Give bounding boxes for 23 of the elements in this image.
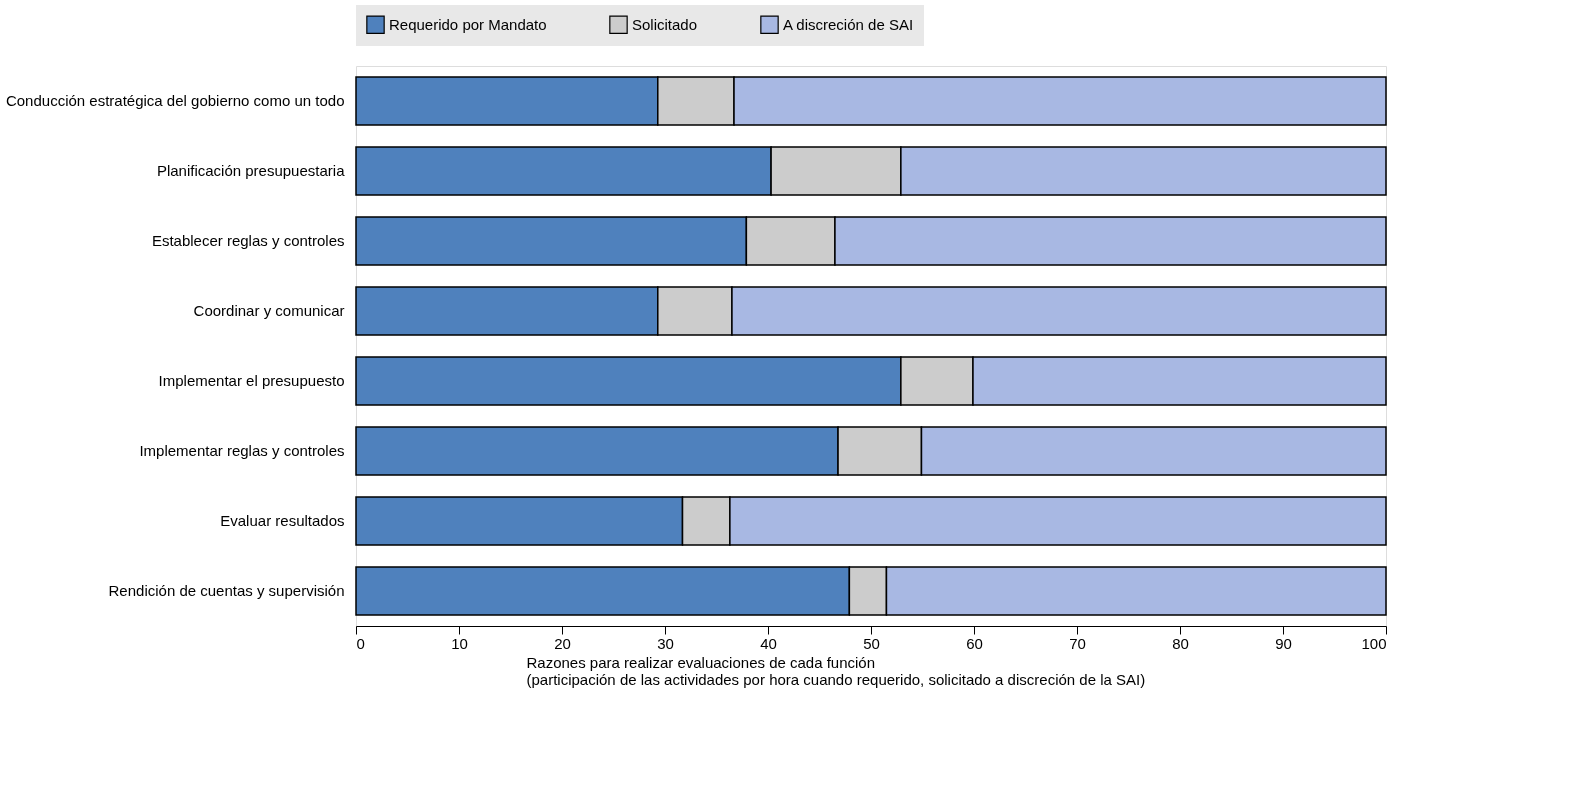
y-tick-label: Implementar el presupuesto [158,372,345,389]
y-tick-label: Planificación presupuestaria [156,162,346,179]
x-tick-label: 0 [356,634,365,652]
x-tick-label: 50 [863,634,880,652]
x-tick-label: 10 [451,634,468,652]
y-tick-label: Coordinar y comunicar [193,302,345,319]
y-tick-label: Evaluar resultados [220,512,345,529]
x-tick-label: 20 [554,634,571,652]
legend-label: Solicitado [632,15,698,33]
x-axis-title: Razones para realizar evaluaciones de cada función (participación de las actividades por hora cuando requerido, solicitado a discreción de la SAI) [526,653,1146,688]
x-tick-label: 70 [1069,634,1086,652]
y-tick-label: Establecer reglas y controles [151,232,345,249]
y-tick-label: Conducción estratégica del gobierno como un todo [5,92,345,109]
y-tick-label: Rendición de cuentas y supervisión [108,582,345,599]
x-tick-label: 80 [1172,634,1189,652]
legend-label: A discreción de SAI [783,15,914,33]
x-tick-label: 60 [966,634,983,652]
y-tick-label: Implementar reglas y controles [139,442,345,459]
x-tick-label: 100 [1361,634,1387,652]
x-tick-label: 90 [1275,634,1292,652]
x-tick-label: 30 [657,634,674,652]
legend-label: Requerido por Mandato [389,15,547,33]
x-tick-label: 40 [760,634,777,652]
